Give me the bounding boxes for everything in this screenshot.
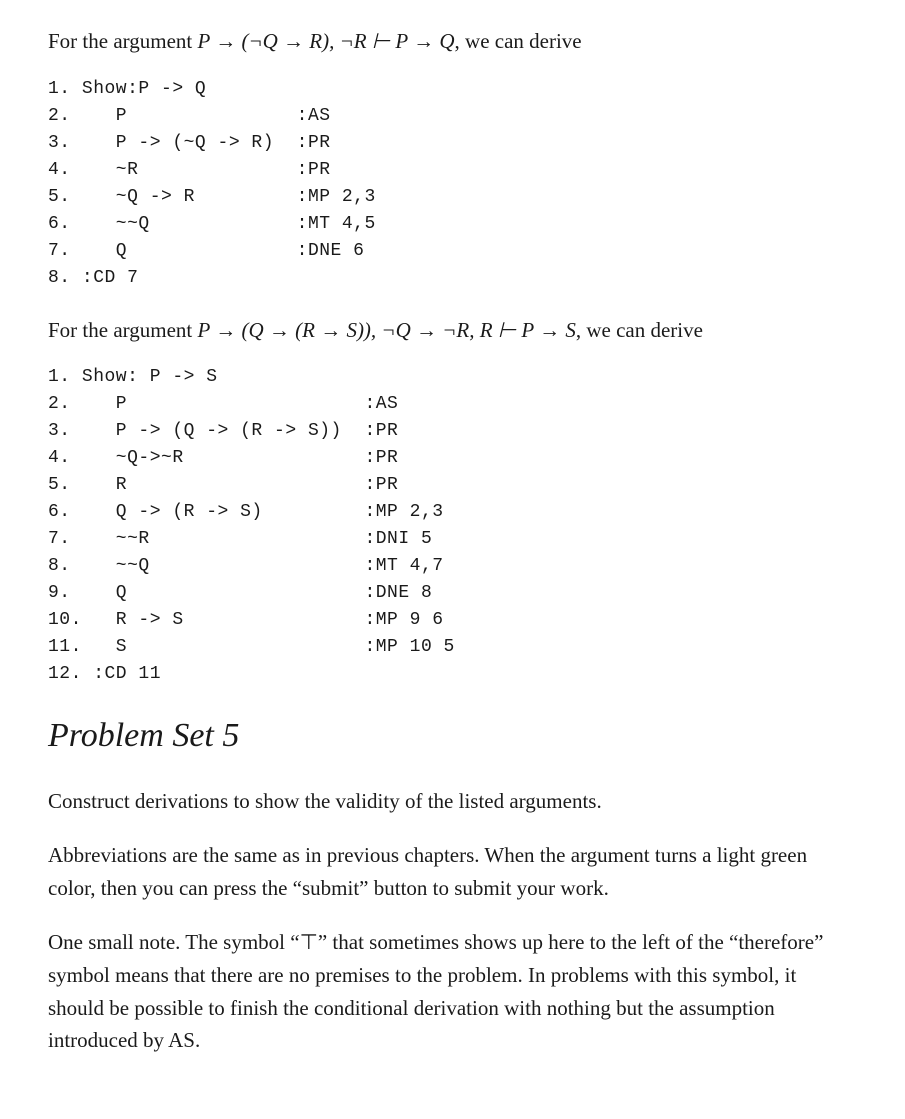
paragraph-1: Construct derivations to show the validi… [48, 785, 857, 818]
intro-2-suffix: , we can derive [576, 318, 703, 342]
intro-1-suffix: , we can derive [455, 29, 582, 53]
intro-1: For the argument P → (¬Q → R), ¬R ⊢ P → … [48, 25, 857, 58]
derivation-2: 1. Show: P -> S 2. P :AS 3. P -> (Q -> (… [48, 364, 857, 688]
intro-2-prefix: For the argument [48, 318, 198, 342]
paragraph-3: One small note. The symbol “⊤” that some… [48, 926, 857, 1056]
intro-1-formula: P → (¬Q → R), ¬R ⊢ P → Q [198, 29, 455, 53]
paragraph-2: Abbreviations are the same as in previou… [48, 839, 857, 904]
intro-2-formula: P → (Q → (R → S)), ¬Q → ¬R, R ⊢ P → S [198, 318, 576, 342]
problem-set-heading: Problem Set 5 [48, 710, 857, 763]
derivation-1: 1. Show:P -> Q 2. P :AS 3. P -> (~Q -> R… [48, 76, 857, 292]
intro-1-prefix: For the argument [48, 29, 198, 53]
intro-2: For the argument P → (Q → (R → S)), ¬Q →… [48, 314, 857, 347]
